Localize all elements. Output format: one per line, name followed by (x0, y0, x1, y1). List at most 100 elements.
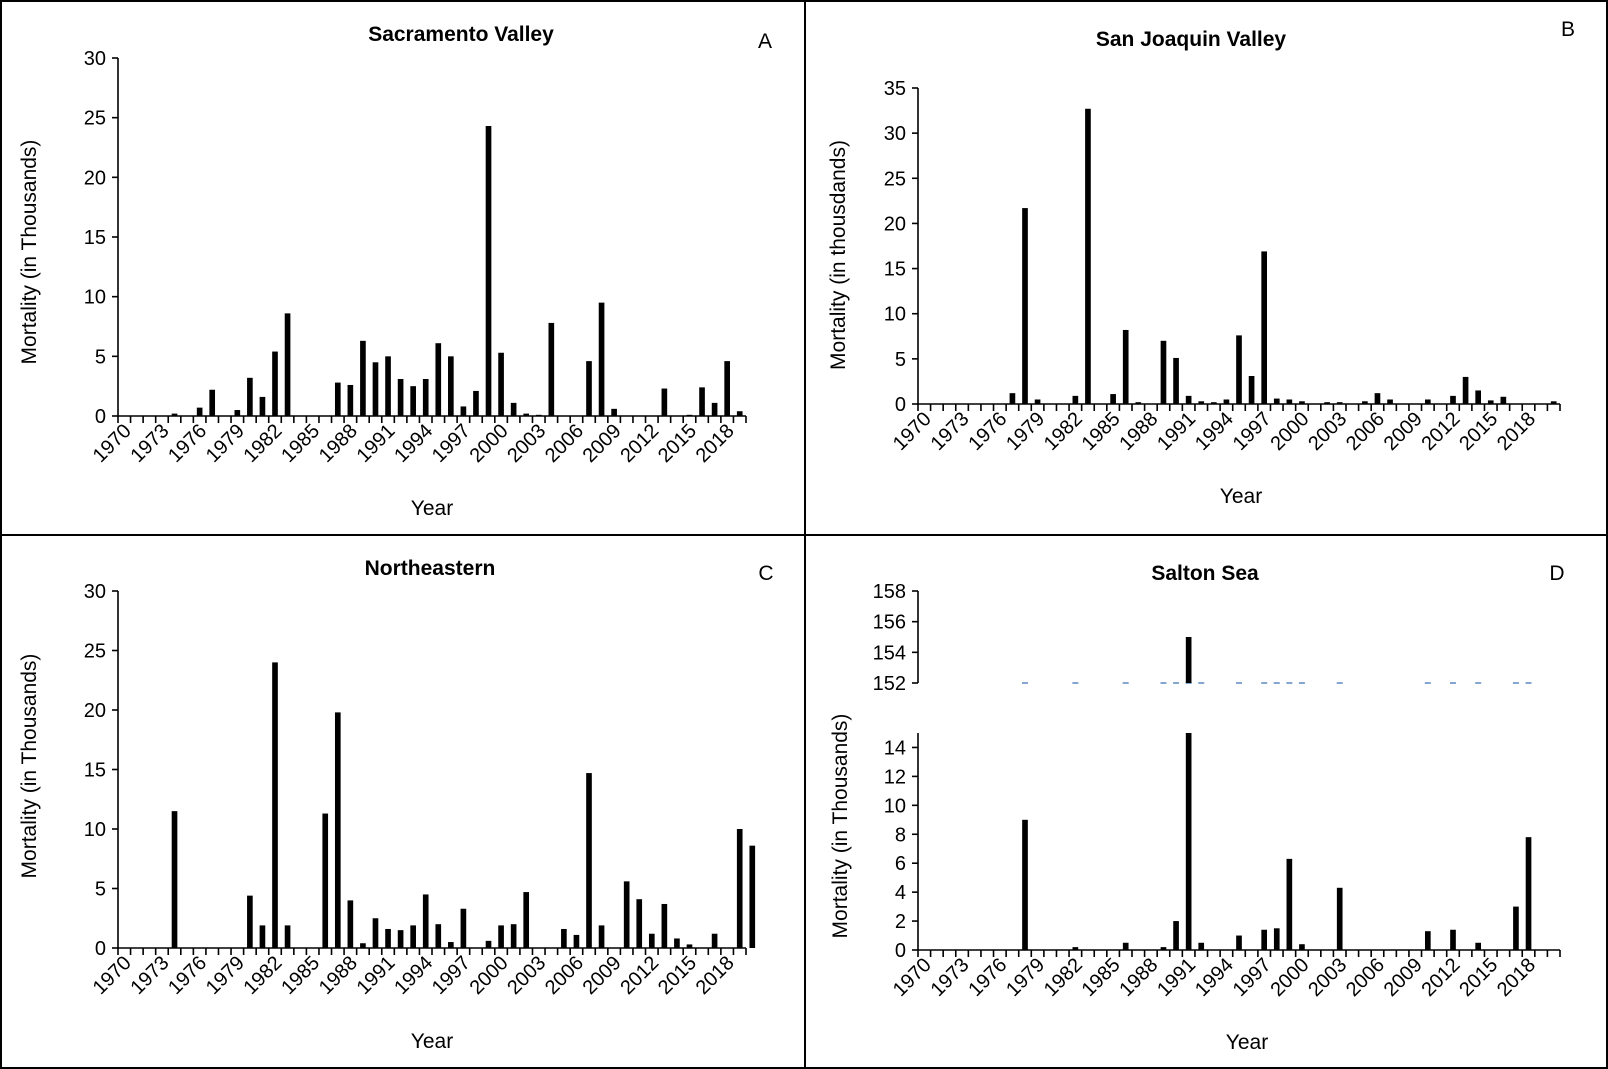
bar (523, 892, 530, 948)
bar (1462, 376, 1469, 404)
bar (272, 351, 278, 416)
y-axis-label: Mortality (in Thousands) (18, 654, 41, 879)
bar (460, 908, 467, 948)
bar (623, 881, 630, 948)
bar (611, 408, 617, 416)
panel-d (804, 534, 1608, 1069)
y-axis-label: Mortality (in thousdands) (827, 140, 850, 370)
bar (1009, 393, 1016, 404)
x-tick-label: 2003 (503, 420, 550, 467)
bar (1550, 401, 1557, 404)
bar (1525, 837, 1532, 950)
y-tick-label: 20 (84, 700, 106, 722)
bar (1273, 928, 1280, 950)
bar (1072, 947, 1079, 950)
bar (1336, 887, 1343, 950)
y-axis-label: Mortality (in Thousands) (18, 140, 41, 365)
x-tick-label: 2012 (616, 952, 663, 999)
bar (1110, 394, 1116, 404)
x-tick-label: 2000 (1266, 954, 1313, 1001)
bar (360, 340, 366, 416)
bar (209, 389, 216, 416)
x-tick-label: 2012 (1418, 408, 1465, 455)
x-tick-label: 2012 (1418, 954, 1465, 1001)
x-axis-label: Year (411, 497, 453, 520)
bar (749, 845, 756, 948)
bar (523, 413, 530, 416)
y-tick-label: 5 (95, 879, 106, 901)
bar (435, 343, 442, 416)
x-tick-label: 1976 (164, 952, 211, 999)
y-tick-label: 2 (895, 911, 906, 933)
bar (171, 413, 178, 416)
bar (247, 895, 253, 948)
bar (422, 379, 429, 416)
x-tick-label: 1973 (927, 954, 974, 1001)
x-tick-label: 2018 (1493, 954, 1540, 1001)
y-tick-label: 25 (84, 641, 106, 663)
bar (234, 410, 241, 416)
bar (724, 361, 730, 416)
x-tick-label: 1997 (428, 952, 475, 999)
x-tick-label: 1976 (164, 420, 211, 467)
bar (473, 390, 479, 416)
bar (171, 811, 178, 948)
chart-northeastern: Northeastern C Year Mortality (in Thousa… (18, 557, 774, 1053)
bar (322, 813, 329, 948)
x-tick-label: 1979 (202, 420, 249, 467)
bar (736, 829, 743, 948)
bar (510, 402, 517, 416)
bar (385, 356, 391, 416)
bar (1424, 931, 1431, 950)
x-tick-label: 1991 (353, 952, 400, 999)
x-tick-label: 2015 (654, 952, 701, 999)
x-tick-label: 2018 (692, 952, 739, 999)
x-tick-label: 1997 (428, 420, 475, 467)
bar (1236, 935, 1242, 950)
x-tick-label: 2015 (654, 420, 701, 467)
bar (247, 377, 253, 416)
x-tick-label: 1985 (1078, 954, 1125, 1001)
bar (1198, 401, 1205, 404)
bar (548, 322, 555, 416)
x-tick-label: 2003 (1304, 954, 1351, 1001)
bar (1500, 396, 1507, 404)
y-tick-label: 10 (84, 287, 106, 309)
y-tick-label: 30 (84, 581, 106, 603)
bar (259, 396, 266, 416)
chart-title: Sacramento Valley (368, 23, 554, 46)
x-tick-label: 2009 (1380, 954, 1427, 1001)
bar (334, 712, 341, 948)
bar (1135, 402, 1142, 404)
bar (1034, 399, 1041, 404)
y-tick-label: 6 (895, 853, 906, 875)
y-tick-label: 158 (873, 581, 906, 603)
x-tick-label: 1982 (240, 952, 287, 999)
bar (1374, 393, 1381, 404)
bar (448, 356, 454, 416)
bar (1022, 208, 1028, 404)
x-tick-label: 1988 (1115, 408, 1162, 455)
bar (397, 379, 404, 416)
x-tick-label: 1973 (126, 952, 173, 999)
bar (1173, 921, 1179, 950)
bar (1223, 399, 1230, 404)
bar (1185, 395, 1192, 404)
y-tick-label: 0 (95, 406, 106, 428)
x-tick-label: 1994 (1191, 408, 1238, 455)
bar (1286, 399, 1293, 404)
x-tick-label: 2018 (1493, 408, 1540, 455)
bar (410, 386, 416, 416)
chart-sacramento-valley: Sacramento Valley A Year Mortality (in T… (18, 23, 772, 520)
x-axis-label: Year (411, 1030, 453, 1053)
bar (485, 126, 492, 417)
bar (1248, 376, 1255, 404)
y-tick-label: 15 (84, 760, 106, 782)
y-tick-label: 5 (895, 349, 906, 371)
x-tick-label: 1982 (240, 420, 287, 467)
bar (410, 925, 416, 948)
bar (334, 382, 341, 416)
chart-title: Northeastern (365, 557, 496, 580)
bar (385, 928, 391, 948)
x-tick-label: 1988 (315, 952, 362, 999)
